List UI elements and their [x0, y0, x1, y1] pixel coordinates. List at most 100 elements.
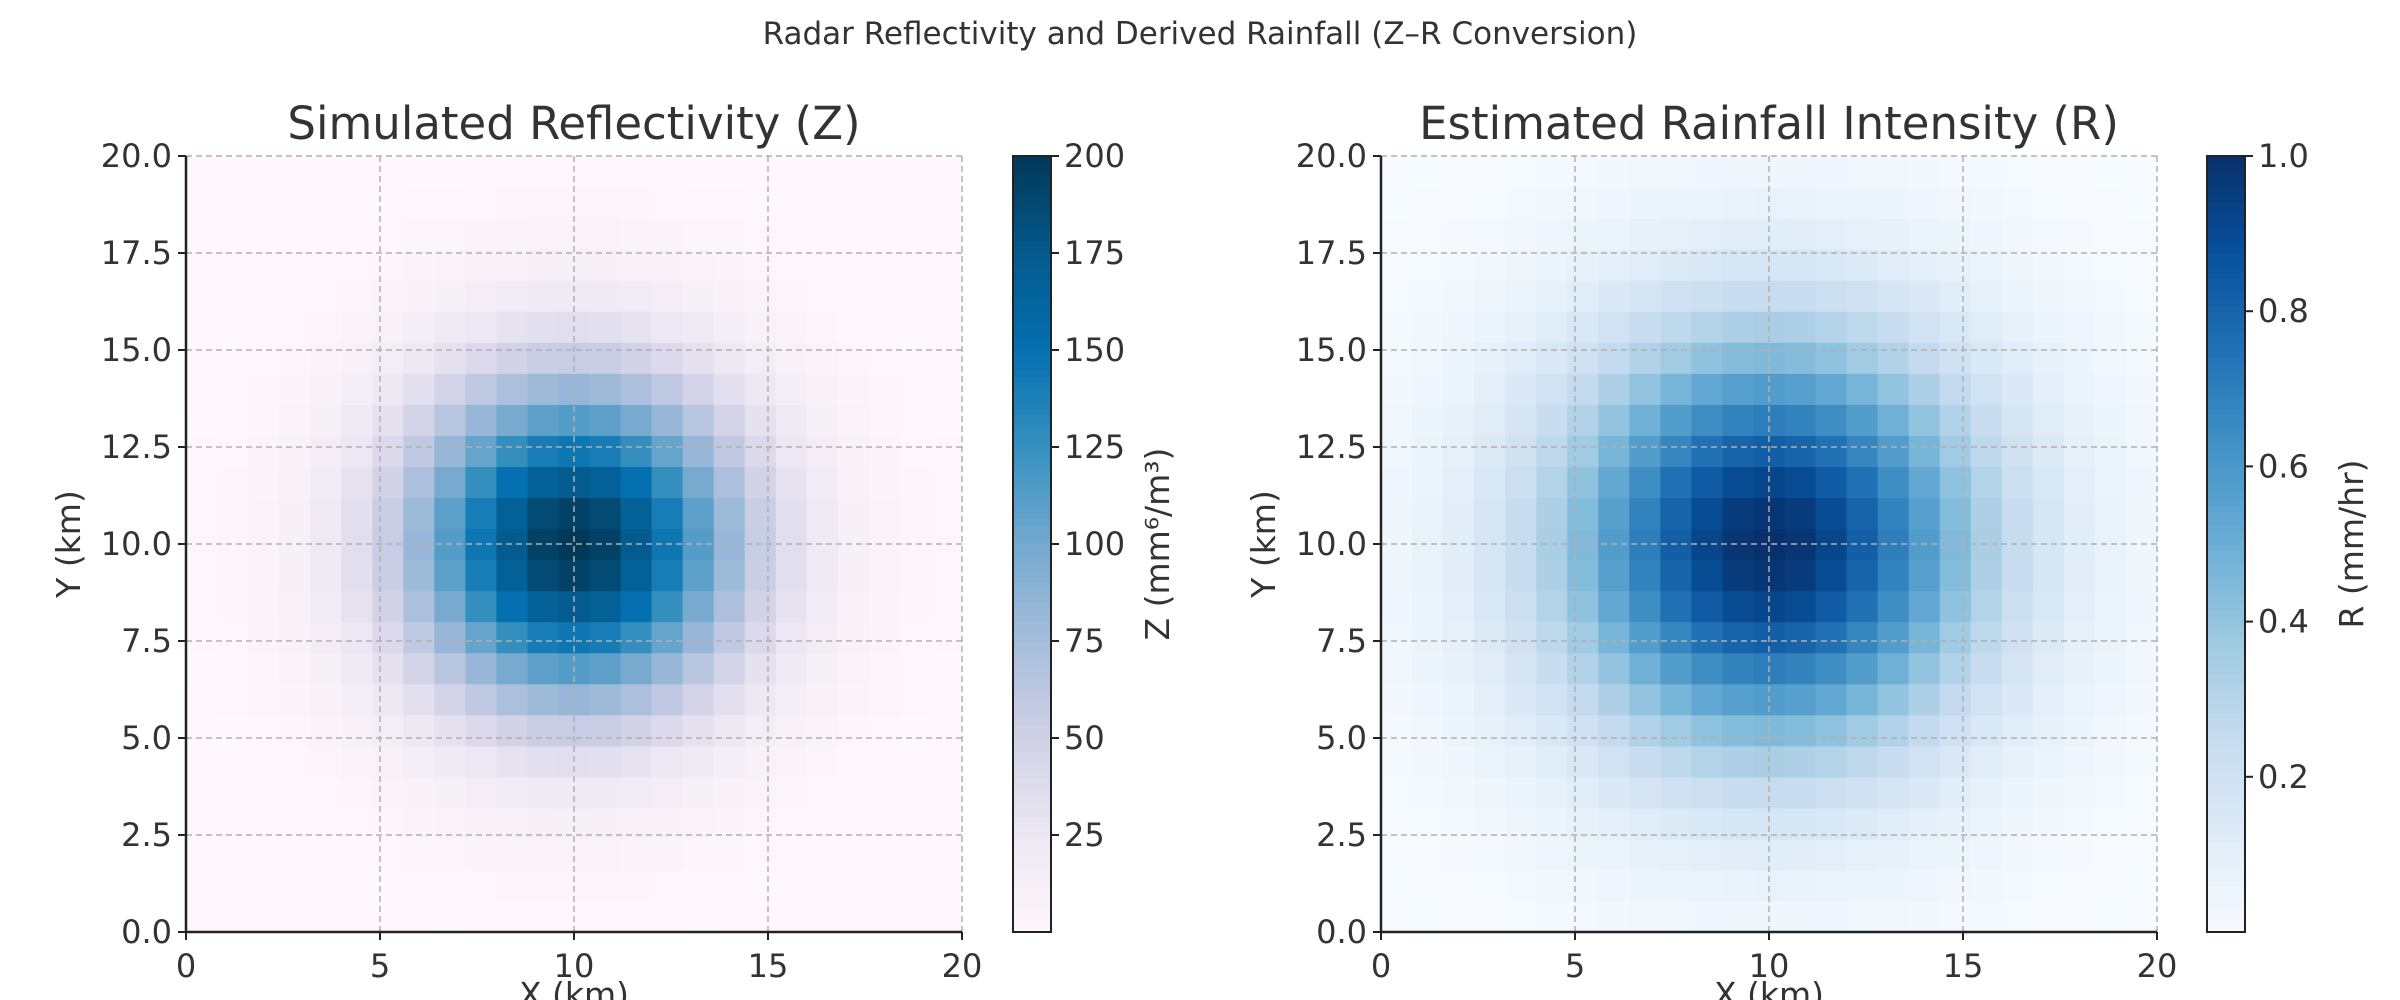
heatmap-cell [682, 652, 715, 685]
colorbar-segment [1013, 899, 1051, 907]
heatmap-cell [1784, 900, 1817, 933]
heatmap-cell [279, 156, 311, 188]
colorbar-segment [2207, 518, 2245, 526]
heatmap-cell [1567, 156, 1599, 188]
heatmap-cell [806, 435, 839, 467]
colorbar-segment [2207, 233, 2245, 241]
heatmap-cell [1412, 590, 1444, 623]
colorbar-segment [1013, 576, 1051, 584]
heatmap-cell [2001, 187, 2034, 219]
heatmap-cell [310, 590, 342, 623]
heatmap-cell [527, 218, 560, 250]
heatmap-cell [1970, 156, 2003, 188]
heatmap-cell [496, 187, 529, 219]
colorbar-segment [1013, 763, 1051, 771]
heatmap-cell [744, 373, 777, 405]
heatmap-cell [217, 869, 249, 902]
colorbar-segment [1013, 492, 1051, 500]
heatmap-cell [1660, 559, 1692, 592]
heatmap-cell [558, 187, 591, 219]
heatmap-cell [837, 745, 870, 778]
heatmap-cell [1877, 404, 1910, 436]
heatmap-cell [1939, 652, 1972, 685]
heatmap-cell [496, 342, 529, 374]
heatmap-cell [1505, 714, 1537, 747]
heatmap-cell [806, 466, 839, 499]
heatmap-cell [1939, 435, 1972, 467]
colorbar-segment [1013, 912, 1051, 920]
heatmap-cell [1970, 497, 2003, 530]
heatmap-cell [775, 311, 808, 343]
heatmap-cell [1443, 590, 1475, 623]
heatmap-cell [930, 590, 963, 623]
heatmap-cell [2063, 590, 2096, 623]
heatmap-cell [1505, 683, 1537, 716]
colorbar-segment [1013, 582, 1051, 590]
colorbar-segment [2207, 731, 2245, 739]
heatmap-cell [1381, 466, 1413, 499]
heatmap-cell [403, 404, 435, 436]
heatmap-cell [2063, 714, 2096, 747]
heatmap-cell [589, 776, 622, 809]
heatmap-cell [341, 652, 373, 685]
heatmap-cell [620, 311, 653, 343]
colorbar-segment [2207, 459, 2245, 467]
heatmap-cell [1877, 869, 1910, 902]
heatmap-cell [279, 838, 311, 871]
heatmap-cell [279, 342, 311, 374]
y-tick-label: 17.5 [1296, 234, 1367, 272]
heatmap-cell [248, 807, 280, 840]
heatmap-cell [403, 590, 435, 623]
heatmap-cell [1691, 838, 1724, 871]
heatmap-cell [434, 590, 466, 623]
heatmap-cell [837, 559, 870, 592]
heatmap-cell [868, 373, 901, 405]
x-tick-label: 15 [748, 947, 789, 985]
heatmap-cell [1474, 435, 1506, 467]
colorbar-segment [1013, 822, 1051, 830]
heatmap-cell [465, 621, 497, 654]
colorbar-segment [2207, 686, 2245, 694]
heatmap-cell [341, 311, 373, 343]
heatmap-cell [620, 590, 653, 623]
heatmap-cell [620, 559, 653, 592]
colorbar-segment [2207, 744, 2245, 752]
heatmap-cell [1629, 435, 1661, 467]
heatmap-cell [279, 590, 311, 623]
colorbar-segment [1013, 395, 1051, 403]
heatmap-cell [1846, 373, 1879, 405]
colorbar-segment [1013, 356, 1051, 364]
panel-title: Simulated Reflectivity (Z) [287, 97, 860, 150]
heatmap-cell [341, 683, 373, 716]
heatmap-cell [1505, 342, 1537, 374]
heatmap-cell [1598, 652, 1630, 685]
heatmap-cell [2125, 745, 2158, 778]
colorbar-segment [2207, 201, 2245, 209]
colorbar-segment [1013, 453, 1051, 461]
heatmap-cell [806, 249, 839, 281]
heatmap-cell [434, 156, 466, 188]
heatmap-cell [1722, 869, 1755, 902]
heatmap-cell [558, 776, 591, 809]
heatmap-cell [2094, 838, 2127, 871]
heatmap-cell [1877, 280, 1910, 312]
heatmap-cell [1474, 280, 1506, 312]
heatmap-cell [1629, 869, 1661, 902]
heatmap-cell [1846, 249, 1879, 281]
heatmap-cell [1691, 714, 1724, 747]
heatmap-cell [2094, 311, 2127, 343]
heatmap-cell [1908, 404, 1941, 436]
colorbar-tick-label: 1.0 [2258, 137, 2309, 175]
heatmap-cell [1908, 435, 1941, 467]
heatmap-cell [1505, 869, 1537, 902]
heatmap-cell [1970, 218, 2003, 250]
heatmap-cell [341, 497, 373, 530]
heatmap-cell [217, 435, 249, 467]
heatmap-cell [1660, 435, 1692, 467]
heatmap-cell [1629, 466, 1661, 499]
heatmap-cell [217, 559, 249, 592]
heatmap-cell [1412, 373, 1444, 405]
heatmap-cell [682, 776, 715, 809]
heatmap-cell [713, 249, 746, 281]
heatmap-cell [1629, 404, 1661, 436]
